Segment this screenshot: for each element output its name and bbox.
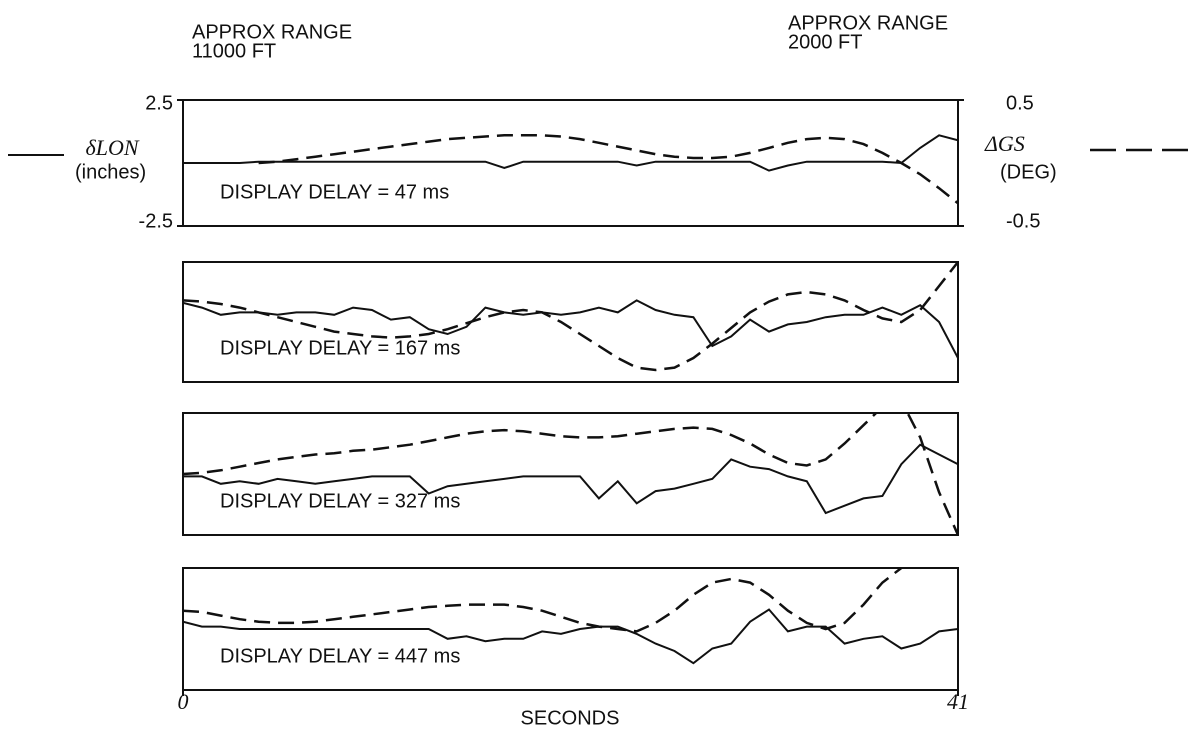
x-tick-label: 41: [947, 689, 969, 714]
range-label: APPROX RANGE: [788, 12, 948, 34]
y-tick-label: 2.5: [145, 92, 173, 114]
y-axis-label: (inches): [75, 161, 146, 183]
x-axis-label: SECONDS: [521, 707, 620, 729]
y-tick-label: -2.5: [139, 210, 173, 232]
x-tick-label: 0: [178, 689, 189, 714]
panel-frame: [182, 412, 959, 536]
series-line: [183, 608, 958, 665]
range-label: 11000 FT: [192, 40, 276, 62]
y2-tick-label: 0.5: [1006, 92, 1034, 114]
series-line: [183, 134, 958, 172]
y2-tick-label: -0.5: [1006, 210, 1040, 232]
legend-label: δLON: [85, 135, 139, 160]
series-line: [183, 262, 958, 372]
panel-annotation: DISPLAY DELAY = 327 ms: [220, 490, 460, 512]
series-line: [183, 568, 904, 633]
y2-axis-label: (DEG): [1000, 161, 1057, 183]
panel-annotation: DISPLAY DELAY = 167 ms: [220, 337, 460, 359]
legend-label: ΔGS: [984, 131, 1025, 156]
series-line: [183, 443, 958, 515]
panel-annotation: DISPLAY DELAY = 47 ms: [220, 181, 449, 203]
panel-frame: [182, 261, 959, 383]
range-label: 2000 FT: [788, 31, 862, 53]
range-label: APPROX RANGE: [192, 21, 352, 43]
series-line: [183, 413, 958, 535]
series-line: [258, 134, 958, 205]
panel-frame: [182, 99, 959, 227]
series-line: [183, 299, 958, 359]
panel-annotation: DISPLAY DELAY = 447 ms: [220, 645, 460, 667]
